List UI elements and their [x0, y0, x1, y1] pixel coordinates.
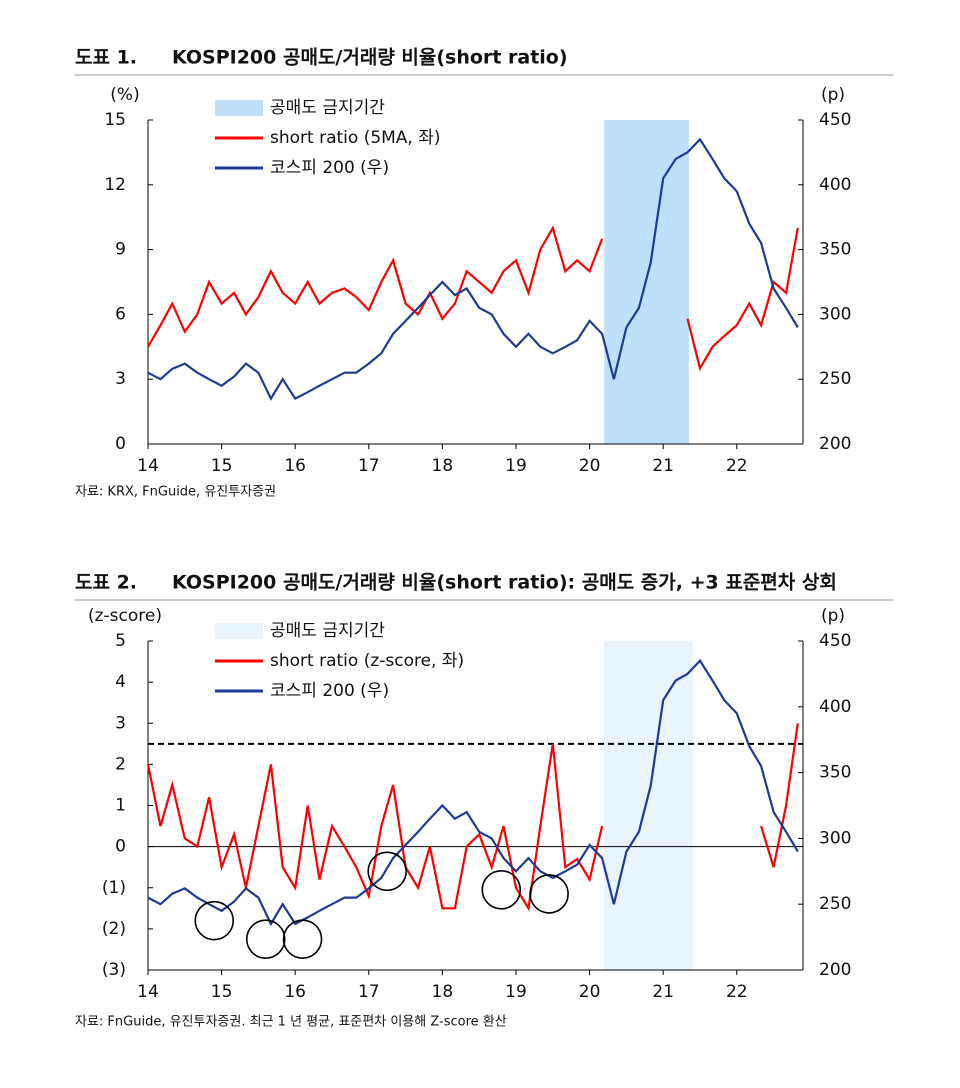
highlight-circle	[367, 851, 407, 892]
x-tick-label: 18	[432, 456, 454, 476]
y2-unit: (p)	[821, 606, 845, 626]
y2-tick-label: 250	[819, 894, 851, 914]
legend-label: 코스피 200 (우)	[270, 681, 389, 701]
x-tick-label: 14	[137, 982, 159, 1002]
figure-label: 도표 1.	[75, 47, 137, 69]
chart-title: KOSPI200 공매도/거래량 비율(short ratio): 공매도 증가…	[172, 572, 837, 594]
x-tick-label: 17	[358, 982, 380, 1002]
chart-title: KOSPI200 공매도/거래량 비율(short ratio)	[172, 47, 568, 69]
y2-tick-label: 200	[819, 434, 851, 454]
legend-label: short ratio (5MA, 좌)	[270, 128, 441, 148]
y-tick-label: 9	[115, 240, 126, 260]
y-unit: (%)	[110, 85, 139, 105]
highlight-circle	[194, 900, 235, 941]
y-tick-label: 4	[115, 672, 126, 692]
highlight-circle	[481, 870, 522, 910]
x-tick-label: 22	[726, 456, 748, 476]
y2-tick-label: 300	[819, 828, 851, 848]
y2-tick-label: 250	[819, 369, 851, 389]
x-tick-label: 19	[505, 982, 527, 1002]
y2-tick-label: 350	[819, 763, 851, 783]
series-line	[146, 723, 799, 912]
highlight-circle	[529, 874, 569, 914]
y-tick-label: 0	[115, 434, 126, 454]
legend-label: 공매도 금지기간	[270, 98, 385, 118]
y2-tick-label: 300	[819, 304, 851, 324]
highlight-circle	[282, 919, 323, 959]
highlight-circle	[245, 919, 286, 959]
series-line	[147, 658, 799, 927]
legend-label: 공매도 금지기간	[270, 621, 385, 641]
series-line	[147, 225, 799, 372]
y2-tick-label: 400	[819, 175, 851, 195]
legend-swatch	[215, 623, 263, 639]
y-tick-label: 5	[115, 631, 126, 651]
x-tick-label: 21	[652, 456, 674, 476]
source-note: 자료: KRX, FnGuide, 유진투자증권	[75, 485, 276, 500]
y-tick-label: (1)	[102, 878, 126, 898]
y-tick-label: (2)	[102, 919, 126, 939]
x-tick-label: 18	[432, 982, 454, 1002]
x-tick-label: 17	[358, 456, 380, 476]
legend-label: short ratio (z-score, 좌)	[270, 651, 464, 671]
legend-swatch	[215, 100, 263, 116]
x-tick-label: 14	[137, 456, 159, 476]
y-tick-label: 2	[115, 754, 126, 774]
x-tick-label: 20	[579, 982, 601, 1002]
y2-unit: (p)	[821, 85, 845, 105]
ban-period	[604, 641, 693, 970]
y2-tick-label: 450	[819, 631, 851, 651]
x-tick-label: 15	[211, 456, 233, 476]
legend-label: 코스피 200 (우)	[270, 158, 389, 178]
y-tick-label: 3	[115, 713, 126, 733]
y2-tick-label: 200	[819, 960, 851, 980]
x-tick-label: 21	[652, 982, 674, 1002]
y-tick-label: 12	[104, 175, 126, 195]
y-tick-label: 15	[104, 110, 126, 130]
series-line	[147, 137, 799, 401]
y2-tick-label: 450	[819, 110, 851, 130]
x-tick-label: 16	[284, 982, 306, 1002]
x-tick-label: 19	[505, 456, 527, 476]
y2-tick-label: 350	[819, 240, 851, 260]
y-tick-label: 6	[115, 304, 126, 324]
figure-label: 도표 2.	[75, 572, 137, 594]
source-note: 자료: FnGuide, 유진투자증권. 최근 1 년 평균, 표준편차 이용해…	[75, 1015, 507, 1030]
y2-tick-label: 400	[819, 697, 851, 717]
y-tick-label: (3)	[102, 960, 126, 980]
x-tick-label: 15	[211, 982, 233, 1002]
y-tick-label: 0	[115, 837, 126, 857]
x-tick-label: 22	[726, 982, 748, 1002]
x-tick-label: 16	[284, 456, 306, 476]
x-tick-label: 20	[579, 456, 601, 476]
y-unit: (z-score)	[88, 606, 162, 626]
y-tick-label: 1	[115, 796, 126, 816]
y-tick-label: 3	[115, 369, 126, 389]
